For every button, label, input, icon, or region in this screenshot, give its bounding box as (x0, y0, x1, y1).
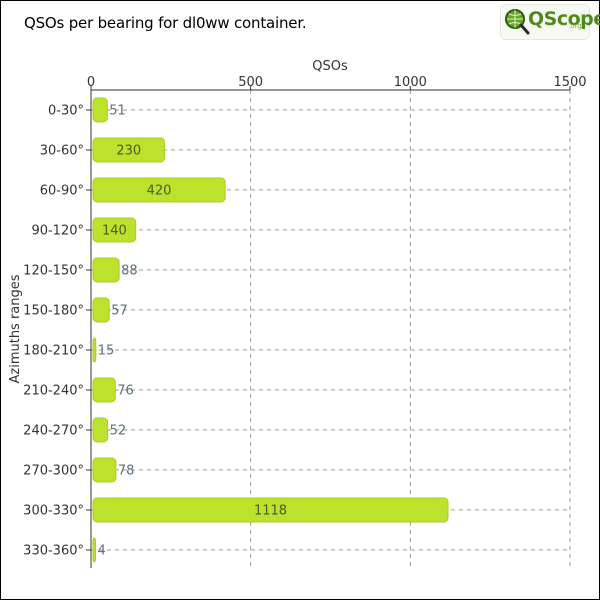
y-tick-label: 210-240° (23, 384, 84, 399)
logo-wordmark: QScope (528, 8, 600, 30)
y-tick-label: 0-30° (48, 104, 84, 119)
y-tick-label: 120-150° (23, 264, 84, 279)
y-tick-label: 330-360° (23, 544, 84, 559)
bar-value-label: 230 (116, 144, 141, 159)
y-tick-label: 270-300° (23, 464, 84, 479)
bar-value-label: 4 (98, 544, 106, 559)
bar[interactable] (92, 537, 96, 563)
bar[interactable] (92, 377, 116, 403)
magnifier-globe-icon (505, 9, 530, 35)
x-tick-label: 1000 (394, 75, 427, 90)
bar-value-label: 57 (111, 304, 128, 319)
bar-value-label: 420 (147, 184, 172, 199)
y-tick-label: 90-120° (31, 224, 84, 239)
bar[interactable] (92, 217, 137, 243)
y-tick-label: 150-180° (23, 304, 84, 319)
bar[interactable] (92, 417, 109, 443)
y-tick-label: 300-330° (23, 504, 84, 519)
bar-value-label: 52 (110, 424, 127, 439)
y-tick-label: 180-210° (23, 344, 84, 359)
bar[interactable] (92, 257, 120, 283)
y-tick-label: 60-90° (40, 184, 84, 199)
bar[interactable] (92, 297, 110, 323)
x-tick-label: 500 (238, 75, 263, 90)
bar-value-label: 140 (102, 224, 127, 239)
logo-suffix: .org (568, 22, 582, 30)
bar-value-label: 51 (109, 104, 126, 119)
bar-value-label: 15 (98, 344, 115, 359)
x-tick-label: 1500 (553, 75, 586, 90)
y-tick-label: 240-270° (23, 424, 84, 439)
bar[interactable] (92, 97, 108, 123)
bar[interactable] (92, 497, 449, 523)
bar[interactable] (92, 337, 97, 363)
bar[interactable] (92, 177, 226, 203)
x-tick-label: 0 (87, 75, 95, 90)
bar[interactable] (92, 137, 165, 163)
y-axis-title: Azimuths ranges (8, 274, 23, 383)
x-axis-title: QSOs (312, 59, 348, 74)
bar-value-label: 76 (117, 384, 134, 399)
qscope-logo[interactable]: QScope .org (500, 4, 600, 40)
y-tick-label: 30-60° (40, 144, 84, 159)
bar-value-label: 1118 (254, 504, 287, 519)
chart-title: QSOs per bearing for dl0ww container. (24, 14, 307, 32)
bar-value-label: 88 (121, 264, 138, 279)
bar[interactable] (92, 457, 117, 483)
bar-value-label: 78 (118, 464, 135, 479)
